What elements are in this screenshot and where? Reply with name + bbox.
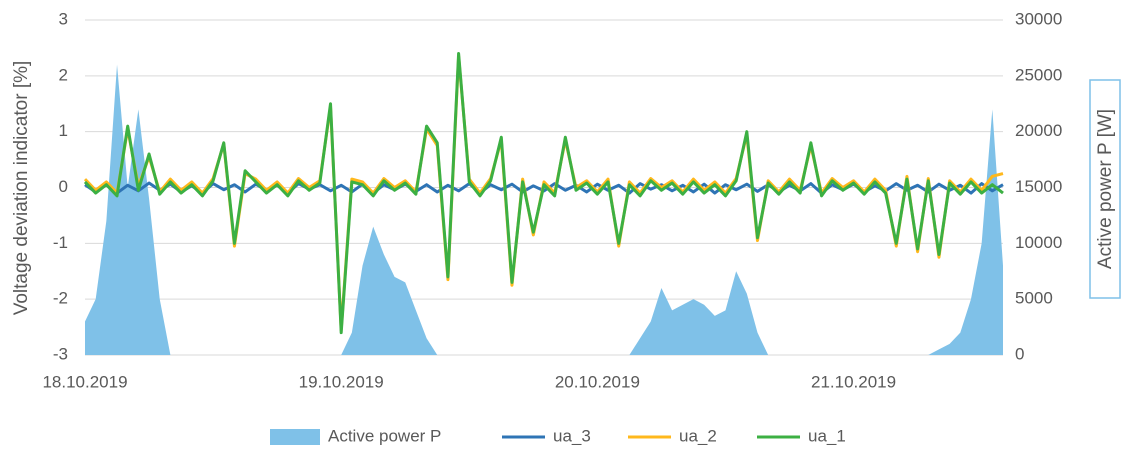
y-tick-label: 1: [59, 121, 68, 140]
x-tick-label: 21.10.2019: [811, 372, 896, 391]
y-axis-title: Voltage deviation indicator [%]: [11, 61, 32, 316]
y2-tick-label: 10000: [1015, 233, 1062, 252]
y-tick-label: 3: [59, 9, 68, 28]
legend-label: ua_2: [679, 426, 717, 445]
y2-tick-label: 25000: [1015, 65, 1062, 84]
legend-swatch: [270, 429, 320, 445]
y-tick-label: 2: [59, 65, 68, 84]
legend-label: Active power P: [328, 426, 441, 445]
y2-tick-label: 0: [1015, 344, 1024, 363]
y2-tick-label: 5000: [1015, 289, 1053, 308]
y-tick-label: -1: [53, 233, 68, 252]
x-tick-label: 19.10.2019: [299, 372, 384, 391]
y2-tick-label: 30000: [1015, 9, 1062, 28]
y2-tick-label: 20000: [1015, 121, 1062, 140]
legend-label: ua_1: [808, 426, 846, 445]
y-tick-label: -2: [53, 289, 68, 308]
y2-title-box: [1089, 79, 1121, 299]
line: [83, 52, 1004, 335]
x-tick-label: 18.10.2019: [42, 372, 127, 391]
y-tick-label: -3: [53, 344, 68, 363]
y2-tick-label: 15000: [1015, 177, 1062, 196]
y2-axis-title: Active power P [W]: [1095, 109, 1116, 269]
area: [85, 64, 1003, 356]
x-tick-label: 20.10.2019: [555, 372, 640, 391]
y-tick-label: 0: [59, 177, 68, 196]
legend-label: ua_3: [553, 426, 591, 445]
